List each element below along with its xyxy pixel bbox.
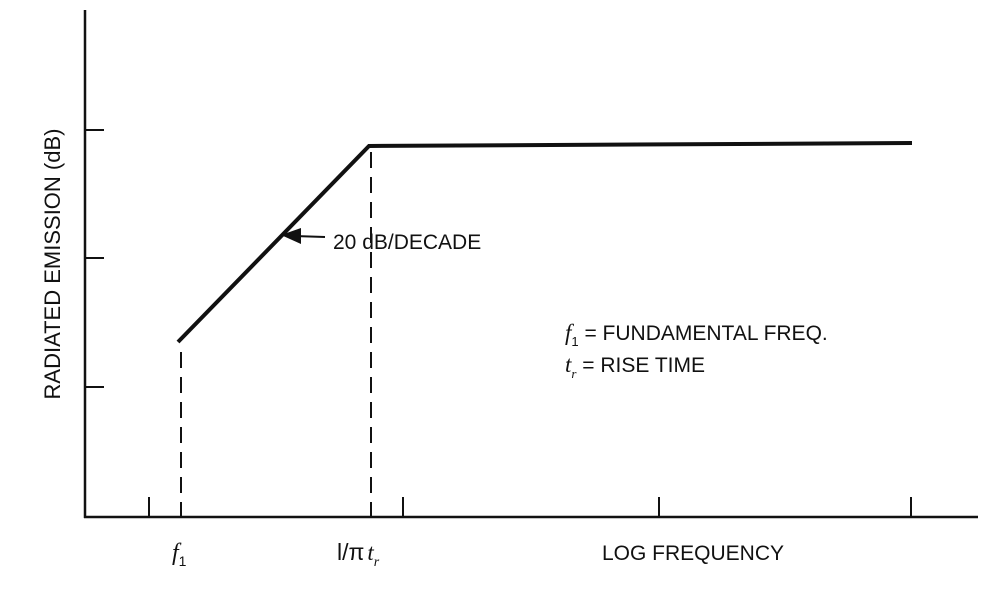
f1-tick-sub: 1 — [179, 553, 187, 569]
f1-tick-main: f — [172, 540, 182, 566]
legend-line-1: f1 = FUNDAMENTAL FREQ. — [565, 320, 828, 349]
corner-tick-main: l/π — [337, 539, 364, 565]
emission-curve — [176, 141, 913, 344]
corner-tick-ital: t — [367, 540, 374, 565]
slope-arrow-head — [281, 228, 301, 244]
legend-2-text: = RISE TIME — [576, 354, 705, 377]
x-axis-label: LOG FREQUENCY — [602, 542, 784, 565]
corner-tick-label: l/π tr — [337, 539, 380, 570]
legend-1-sym: f — [565, 320, 575, 345]
legend-1-sub: 1 — [571, 334, 578, 349]
legend-2-sub: r — [571, 366, 577, 381]
corner-tick-sub: r — [374, 555, 380, 570]
legend-1-text: = FUNDAMENTAL FREQ. — [579, 322, 828, 345]
y-axis-label: RADIATED EMISSION (dB) — [40, 129, 65, 400]
f1-tick-label: f1 — [172, 540, 187, 569]
legend-line-2: tr = RISE TIME — [565, 352, 705, 381]
slope-label: 20 dB/DECADE — [333, 231, 481, 254]
legend-2-sym: t — [565, 352, 572, 377]
